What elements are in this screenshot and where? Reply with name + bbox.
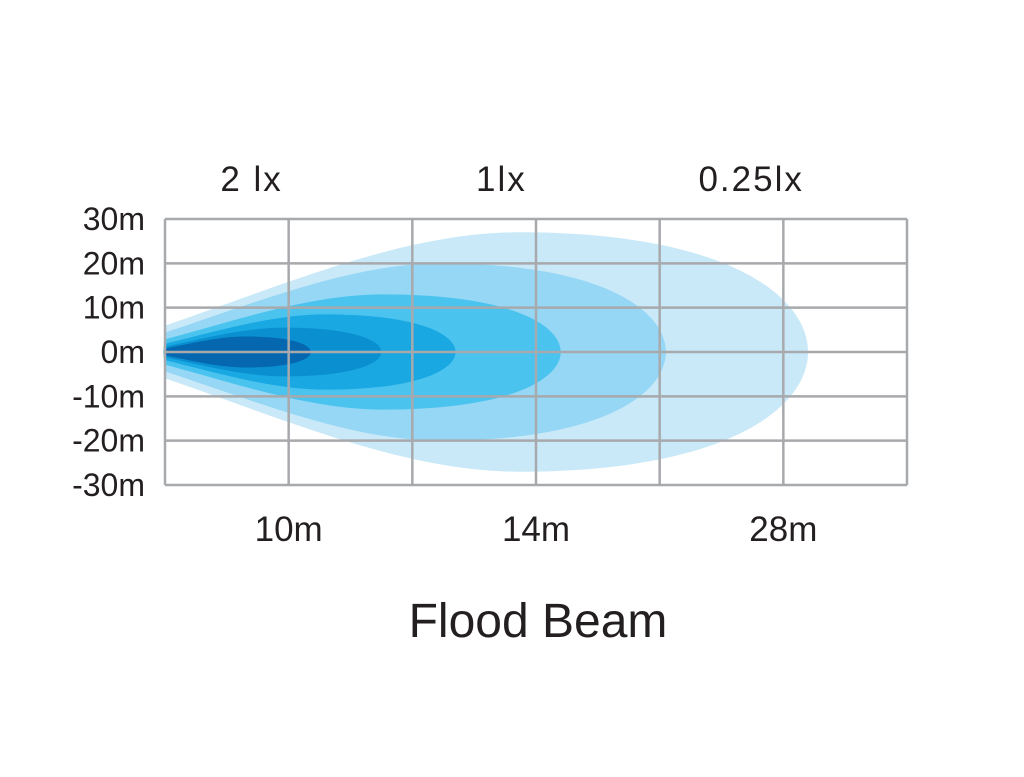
lux-label: 1lx: [476, 160, 527, 199]
x-axis-labels: 10m 14m 28m: [255, 510, 818, 549]
lux-label: 2 lx: [220, 160, 282, 199]
chart-title: Flood Beam: [408, 595, 668, 648]
y-tick-label: -10m: [72, 378, 145, 414]
x-label: 14m: [502, 510, 570, 549]
y-tick-label: 30m: [83, 201, 145, 237]
x-label: 28m: [749, 510, 817, 549]
lux-label: 0.25lx: [698, 160, 803, 199]
y-tick-label: -30m: [72, 467, 145, 503]
y-tick-label: 20m: [83, 245, 145, 281]
y-tick-label: 0m: [101, 334, 145, 370]
chart-grid: [163, 217, 909, 487]
x-label: 10m: [255, 510, 323, 549]
y-axis-ticks: 30m 20m 10m 0m -10m -20m -30m: [72, 201, 145, 503]
illuminance-labels: 2 lx 1lx 0.25lx: [220, 160, 803, 199]
y-tick-label: 10m: [83, 290, 145, 326]
y-tick-label: -20m: [72, 423, 145, 459]
